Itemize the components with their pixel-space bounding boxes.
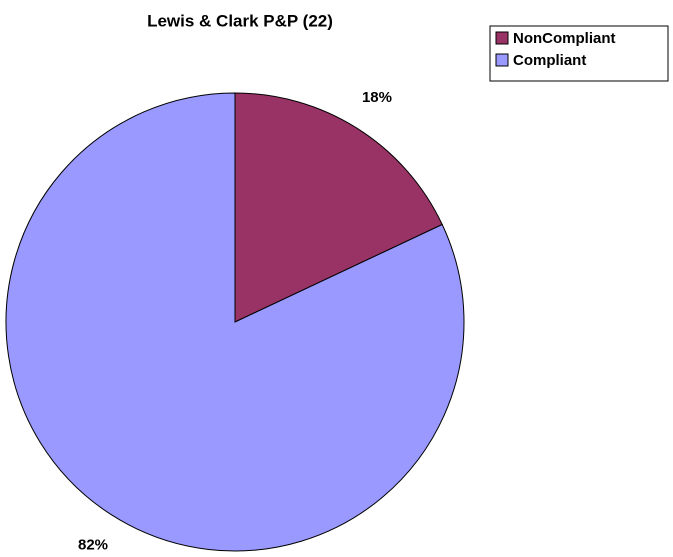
legend-swatch	[495, 53, 509, 67]
pie-slice	[5, 92, 465, 552]
data-label: 18%	[362, 89, 392, 106]
pie-slice	[234, 92, 443, 323]
legend-box	[489, 25, 669, 82]
legend-label: NonCompliant	[513, 30, 616, 47]
chart-title: Lewis & Clark P&P (22)	[147, 11, 333, 30]
data-label: 82%	[78, 537, 108, 554]
legend-swatch	[495, 31, 509, 45]
legend-label: Compliant	[513, 52, 586, 69]
